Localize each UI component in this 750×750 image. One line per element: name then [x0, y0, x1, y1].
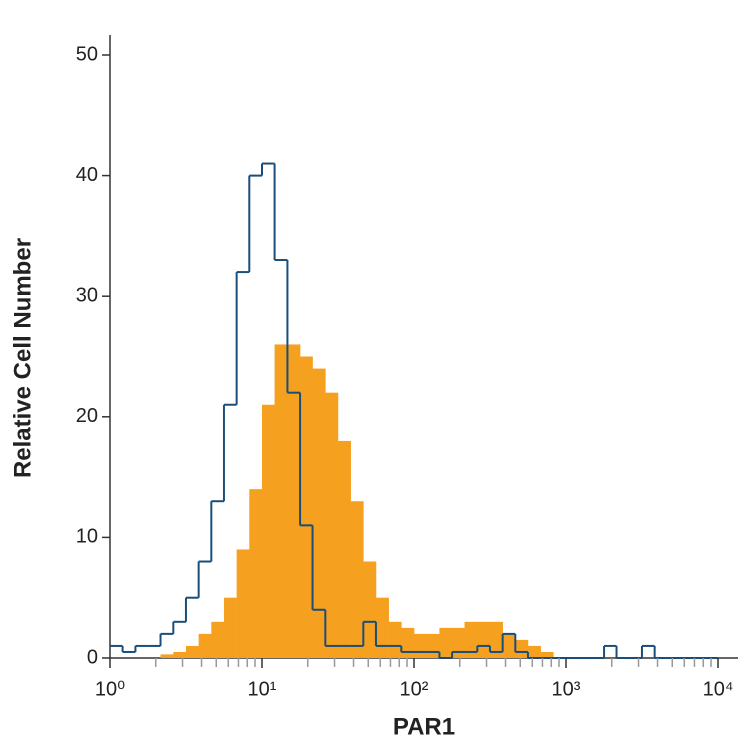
histogram-bar — [300, 356, 313, 658]
y-tick-label: 20 — [76, 405, 98, 427]
x-tick-label: 10² — [400, 678, 429, 700]
histogram-bar — [350, 501, 364, 658]
histogram-bar — [236, 549, 250, 658]
x-axis-title: PAR1 — [393, 713, 455, 740]
histogram-bar — [325, 392, 339, 658]
histogram-bar — [274, 344, 288, 658]
histogram-bar — [502, 633, 516, 658]
histogram-bar — [198, 633, 212, 658]
histogram-bar — [388, 621, 402, 658]
histogram-bar — [173, 651, 187, 658]
y-tick-label: 10 — [76, 526, 98, 548]
histogram-bar — [185, 645, 199, 658]
histogram-bar — [452, 627, 465, 658]
histogram-bar — [211, 621, 225, 658]
y-tick-label: 50 — [76, 43, 98, 65]
histogram-bar — [540, 651, 554, 658]
histogram-bar — [515, 639, 529, 658]
x-tick-label: 10¹ — [248, 678, 277, 700]
x-tick-label: 10⁰ — [95, 678, 125, 700]
histogram-bar — [439, 627, 453, 658]
histogram-bar — [223, 597, 237, 658]
histogram-bar — [477, 621, 491, 658]
histogram-bar — [287, 344, 301, 658]
histogram-bar — [337, 440, 351, 658]
x-tick-label: 10⁴ — [703, 678, 734, 700]
x-tick-label: 10³ — [552, 678, 581, 700]
histogram-bar — [401, 627, 415, 658]
y-axis-title: Relative Cell Number — [9, 238, 36, 478]
histogram-bar — [160, 654, 174, 658]
histogram-bar — [363, 561, 377, 658]
histogram-bar — [489, 621, 503, 658]
y-tick-label: 40 — [76, 164, 98, 186]
histogram-bar — [414, 633, 427, 658]
histogram-bar — [249, 489, 263, 658]
histogram-bar — [426, 633, 440, 658]
y-tick-label: 0 — [87, 646, 98, 668]
histogram-bar — [312, 368, 326, 658]
histogram-bar — [375, 597, 389, 658]
histogram-bar — [262, 404, 275, 658]
histogram-bar — [464, 621, 478, 658]
y-tick-label: 30 — [76, 284, 98, 306]
histogram-bar — [527, 645, 541, 658]
